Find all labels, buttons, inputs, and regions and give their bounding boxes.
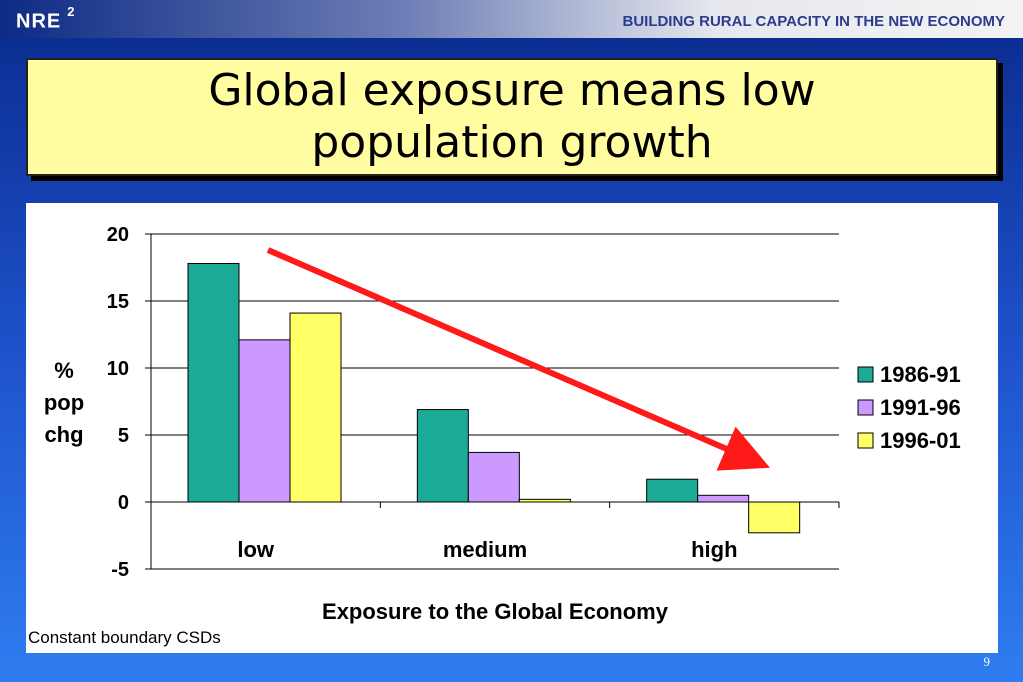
legend-swatch xyxy=(857,366,874,383)
bar xyxy=(187,262,240,503)
y-axis-title: pop xyxy=(44,390,84,415)
y-tick-label: 5 xyxy=(118,425,129,447)
legend-label: 1996-01 xyxy=(880,428,961,453)
bar xyxy=(697,494,750,503)
legend-swatch xyxy=(857,432,874,449)
y-tick-label: 0 xyxy=(118,492,129,514)
header-tagline: BUILDING RURAL CAPACITY IN THE NEW ECONO… xyxy=(622,13,1005,30)
bar xyxy=(238,339,291,503)
bar-chart: -5 0 5 10 15 20 low medium high Exposure to the G… xyxy=(44,224,961,624)
y-axis-title: chg xyxy=(44,422,83,447)
legend-label: 1986-91 xyxy=(880,362,961,387)
x-axis-title: Exposure to the Global Economy xyxy=(322,599,669,624)
bar xyxy=(646,478,699,503)
legend-label: 1991-96 xyxy=(880,395,961,420)
slide-title: Global exposure means low population gro… xyxy=(208,65,816,168)
y-tick-label: 20 xyxy=(107,224,129,246)
legend-swatch xyxy=(857,399,874,416)
chart-panel: -5 0 5 10 15 20 low medium high Exposure to the G… xyxy=(26,203,998,653)
x-tick-label: low xyxy=(237,537,275,562)
footnote: Constant boundary CSDs xyxy=(28,628,221,648)
y-tick-label: -5 xyxy=(111,559,129,581)
y-tick-label: 15 xyxy=(107,291,129,313)
slide-title-box: Global exposure means low population gro… xyxy=(26,58,998,176)
bar xyxy=(748,501,801,534)
y-tick-label: 10 xyxy=(107,358,129,380)
y-axis-title: % xyxy=(54,358,74,383)
bar xyxy=(289,312,342,503)
x-tick-label: high xyxy=(691,537,737,562)
bar xyxy=(416,409,469,503)
header-bar: NRE 2 BUILDING RURAL CAPACITY IN THE NEW … xyxy=(0,0,1023,38)
x-tick-label: medium xyxy=(443,537,527,562)
nre-logo: NRE 2 xyxy=(16,4,76,33)
bar xyxy=(467,451,520,503)
trend-arrow xyxy=(266,247,771,471)
slide-number: 9 xyxy=(983,654,991,669)
